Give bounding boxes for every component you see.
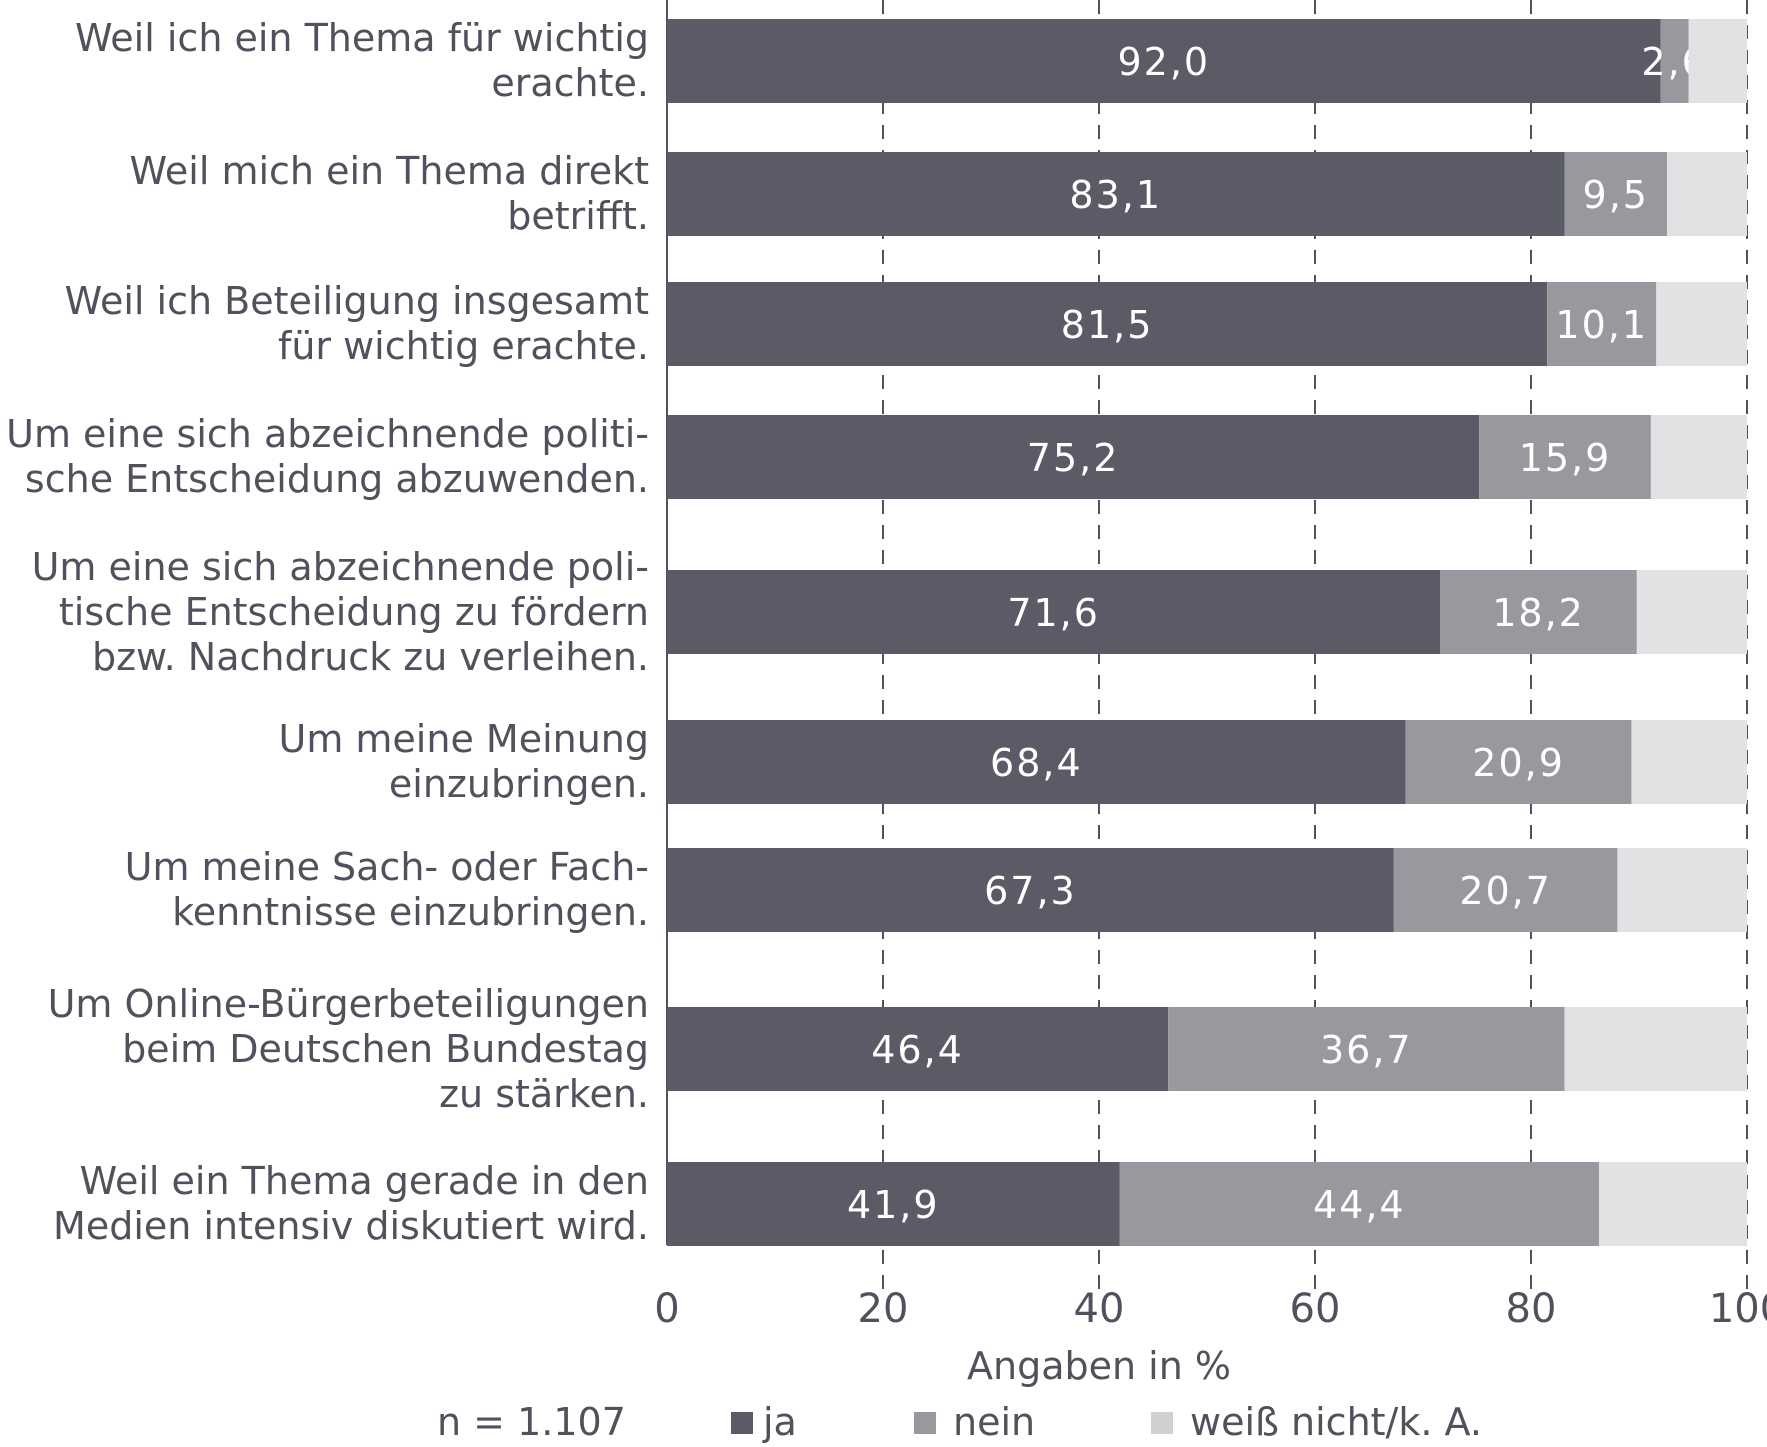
bar-segment-ja: [667, 415, 1480, 499]
bar-segment-ja: [667, 848, 1394, 932]
x-tick-label: 0: [654, 1286, 679, 1332]
category-label-line: Weil ein Thema gerade in den: [79, 1159, 649, 1203]
data-label: 36,7: [1320, 1028, 1413, 1072]
bar-segment-ja: [667, 152, 1565, 236]
data-label: 44,4: [1313, 1183, 1406, 1227]
category-label-line: kenntnisse einzubringen.: [172, 890, 649, 934]
bar-segment-nein: [1393, 848, 1618, 932]
bar-segment-ja: [667, 282, 1548, 366]
bar-segment-wei--nicht-k--a-: [1636, 570, 1747, 654]
bar-segment-wei--nicht-k--a-: [1667, 152, 1747, 236]
data-label: 81,5: [1061, 303, 1154, 347]
x-tick-label: 20: [858, 1286, 909, 1332]
bar-segment-ja: [667, 570, 1441, 654]
category-label-line: Weil mich ein Thema direkt: [129, 149, 649, 193]
bar-segment-nein: [1479, 415, 1651, 499]
data-label: 41,9: [847, 1183, 940, 1227]
data-label: 83,1: [1069, 173, 1162, 217]
legend-label: nein: [953, 1400, 1036, 1444]
bar-segment-wei--nicht-k--a-: [1650, 415, 1747, 499]
bar-segment-nein: [1405, 720, 1632, 804]
x-tick-label: 100: [1709, 1286, 1767, 1332]
bar-segment-nein: [1168, 1007, 1565, 1091]
category-label-line: tische Entscheidung zu fördern: [58, 589, 649, 634]
data-label: 9,5: [1583, 173, 1649, 217]
category-label: Weil ein Thema gerade in den Medien inten…: [53, 1159, 649, 1249]
category-label-line: einzubringen.: [388, 762, 649, 806]
category-label-line: zu stärken.: [439, 1071, 649, 1116]
category-label-line: Um meine Sach- oder Fach-: [124, 845, 649, 889]
data-label: 10,1: [1555, 303, 1648, 347]
category-label-line: bzw. Nachdruck zu verleihen.: [91, 634, 649, 679]
data-label: 20,9: [1472, 741, 1565, 785]
data-label: 71,6: [1007, 591, 1100, 635]
bar-segment-nein: [1119, 1162, 1600, 1246]
bar-segment-wei--nicht-k--a-: [1564, 1007, 1747, 1091]
bar-segment-ja: [667, 19, 1661, 103]
sample-size-note: n = 1.107: [437, 1400, 626, 1444]
legend-swatch: [914, 1412, 936, 1434]
category-label-line: Um eine sich abzeichnende politi-: [6, 412, 649, 456]
bar-segment-nein: [1440, 570, 1637, 654]
category-label-line: Um meine Meinung: [278, 717, 650, 761]
data-label: 92,0: [1117, 40, 1210, 84]
bar-segment-wei--nicht-k--a-: [1688, 19, 1747, 103]
data-label: 18,2: [1492, 591, 1585, 635]
bar-segment-nein: [1547, 282, 1657, 366]
category-label: Weil ich Beteiligung insgesamt für wichti…: [65, 279, 649, 369]
category-label: Weil mich ein Thema direkt betrifft.: [130, 149, 649, 239]
category-label-line: beim Deutschen Bundestag: [122, 1026, 649, 1071]
bar-segment-ja: [667, 720, 1406, 804]
legend-swatch: [731, 1412, 753, 1434]
category-label: Um eine sich abzeichnende poli-tische En…: [32, 545, 649, 680]
data-label: 67,3: [984, 869, 1077, 913]
legend-swatch: [1151, 1412, 1173, 1434]
bar-segment-ja: [667, 1007, 1169, 1091]
bar-segment-wei--nicht-k--a-: [1656, 282, 1747, 366]
category-label: Um Online-Bürgerbeteiligungen beim Deutsc…: [48, 982, 649, 1117]
legend-label: ja: [763, 1400, 797, 1444]
data-label: 46,4: [871, 1028, 964, 1072]
legend-label: weiß nicht/k. A.: [1190, 1400, 1482, 1444]
category-label-line: Weil ich Beteiligung insgesamt: [64, 279, 649, 323]
category-label: Um eine sich abzeichnende politi-sche En…: [6, 412, 649, 502]
data-label: 75,2: [1027, 436, 1120, 480]
category-label-line: Medien intensiv diskutiert wird.: [53, 1204, 649, 1248]
data-label: 15,9: [1519, 436, 1612, 480]
x-tick-label: 60: [1290, 1286, 1341, 1332]
category-label: Um meine Meinung einzubringen.: [279, 717, 650, 807]
bar-segment-wei--nicht-k--a-: [1599, 1162, 1747, 1246]
data-label: 68,4: [990, 741, 1083, 785]
category-label-line: betrifft.: [507, 194, 649, 238]
category-label-line: für wichtig erachte.: [277, 324, 649, 368]
bar-segment-ja: [667, 1162, 1120, 1246]
category-label: Um meine Sach- oder Fach-kenntnisse einz…: [125, 845, 649, 935]
x-tick-label: 80: [1506, 1286, 1557, 1332]
category-label-line: Um Online-Bürgerbeteiligungen: [47, 981, 649, 1026]
category-label-line: erachte.: [491, 61, 649, 105]
x-tick-label: 40: [1074, 1286, 1125, 1332]
category-label: Weil ich ein Thema für wichtig erachte.: [75, 16, 649, 106]
bar-segment-nein: [1564, 152, 1668, 236]
bar-segment-nein: [1660, 19, 1689, 103]
category-label-line: sche Entscheidung abzuwenden.: [24, 457, 649, 501]
category-label-line: Um eine sich abzeichnende poli-: [31, 544, 649, 589]
x-axis-label: Angaben in %: [967, 1344, 1231, 1388]
bar-segment-wei--nicht-k--a-: [1617, 848, 1747, 932]
category-label-line: Weil ich ein Thema für wichtig: [74, 16, 649, 60]
data-label: 20,7: [1459, 869, 1552, 913]
bar-segment-wei--nicht-k--a-: [1631, 720, 1747, 804]
